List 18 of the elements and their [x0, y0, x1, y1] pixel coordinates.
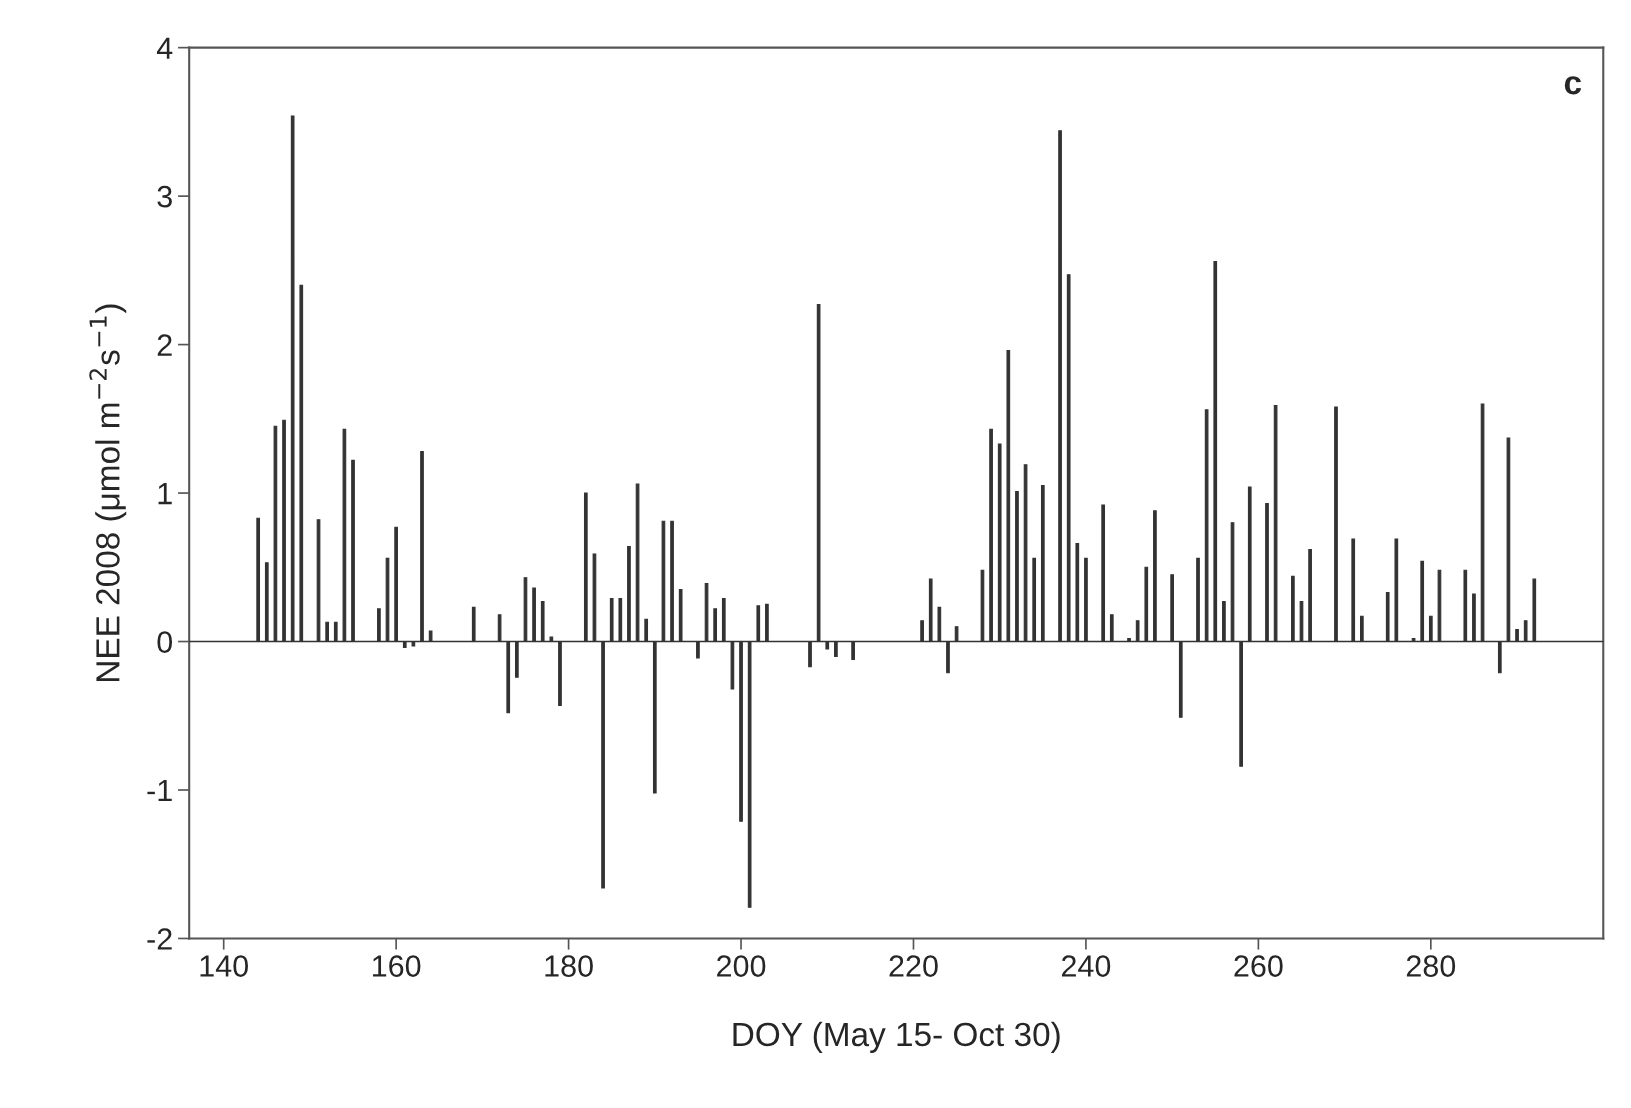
annotation: c	[1564, 76, 1582, 95]
x-tick-label: 220	[889, 955, 938, 977]
x-tick-label: 140	[200, 955, 248, 977]
y-tick-label: 0	[157, 631, 173, 653]
y-tick-label: 1	[158, 483, 172, 505]
x-axis-title: DOY (May 15- Oct 30)	[733, 1021, 1060, 1053]
x-tick-label: 180	[545, 955, 593, 977]
x-tick-label: 200	[717, 955, 766, 977]
x-tick-label: 240	[1061, 955, 1111, 977]
x-tick-label: 260	[1234, 955, 1283, 977]
y-tick-label: -1	[147, 780, 172, 802]
x-tick-label: 280	[1406, 955, 1456, 977]
y-tick-label: -2	[147, 928, 172, 950]
y-tick-label: 3	[157, 185, 172, 208]
y-tick-label: 4	[156, 37, 173, 59]
y-tick-label: 2	[157, 334, 172, 356]
y-axis-title: NEE 2008 (μmol m$^{−2}$s$^{−1}$)	[89, 304, 127, 681]
x-tick-label: 160	[372, 955, 421, 977]
